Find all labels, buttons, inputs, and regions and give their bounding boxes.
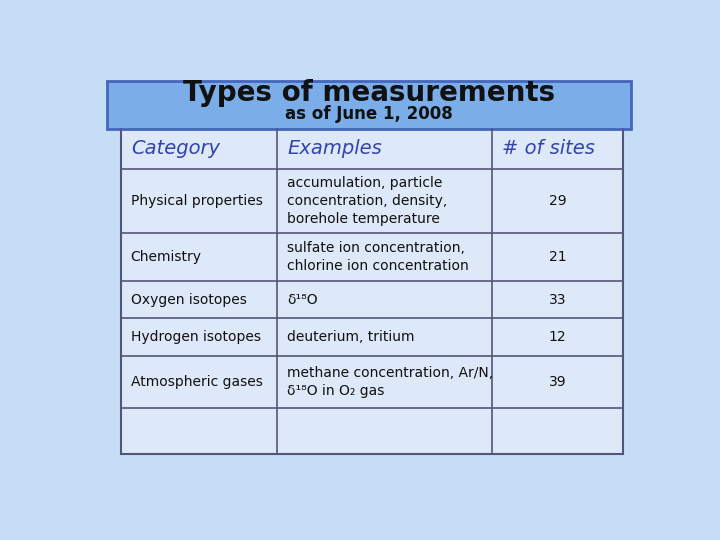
Text: Examples: Examples bbox=[287, 139, 382, 159]
Text: deuterium, tritium: deuterium, tritium bbox=[287, 330, 415, 344]
Text: 21: 21 bbox=[549, 250, 566, 264]
Text: as of June 1, 2008: as of June 1, 2008 bbox=[285, 105, 453, 123]
Text: Types of measurements: Types of measurements bbox=[183, 79, 555, 107]
Text: sulfate ion concentration,
chlorine ion concentration: sulfate ion concentration, chlorine ion … bbox=[287, 241, 469, 273]
Text: Physical properties: Physical properties bbox=[131, 194, 263, 208]
Text: Atmospheric gases: Atmospheric gases bbox=[131, 375, 263, 389]
Text: 39: 39 bbox=[549, 375, 566, 389]
Text: methane concentration, Ar/N,
δ¹⁸O in O₂ gas: methane concentration, Ar/N, δ¹⁸O in O₂ … bbox=[287, 366, 493, 398]
Text: Chemistry: Chemistry bbox=[131, 250, 202, 264]
Text: Category: Category bbox=[131, 139, 220, 159]
Text: accumulation, particle
concentration, density,
borehole temperature: accumulation, particle concentration, de… bbox=[287, 176, 447, 226]
Text: 29: 29 bbox=[549, 194, 566, 208]
Text: 12: 12 bbox=[549, 330, 566, 344]
Text: Oxygen isotopes: Oxygen isotopes bbox=[131, 293, 247, 307]
Text: Hydrogen isotopes: Hydrogen isotopes bbox=[131, 330, 261, 344]
Text: 33: 33 bbox=[549, 293, 566, 307]
FancyBboxPatch shape bbox=[107, 82, 631, 129]
FancyBboxPatch shape bbox=[121, 129, 623, 454]
Text: δ¹⁸O: δ¹⁸O bbox=[287, 293, 318, 307]
Text: # of sites: # of sites bbox=[502, 139, 595, 159]
